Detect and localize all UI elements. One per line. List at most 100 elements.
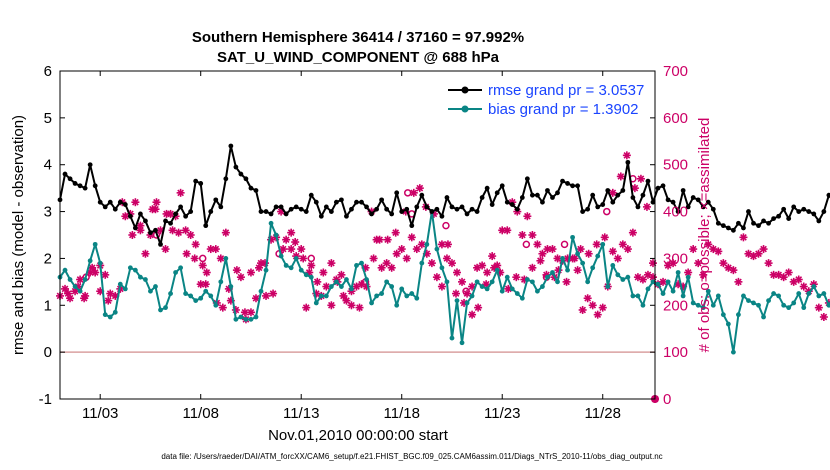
obs-marker-stroke (313, 278, 321, 286)
bias-point (223, 256, 229, 261)
bias-point (243, 316, 249, 322)
y-axis-left: -1 0 1 2 3 4 5 6 (39, 63, 65, 408)
bias-point (640, 302, 646, 308)
rmse-point (806, 209, 812, 214)
obs-count-marker (734, 277, 743, 286)
obs-marker-stroke (428, 259, 436, 267)
y-tick-label: 2 (44, 250, 52, 267)
rmse-point (670, 199, 676, 205)
bias-point (308, 274, 314, 280)
bias-point (248, 316, 254, 322)
obs-count-marker (377, 263, 386, 272)
obs-marker-stroke (393, 250, 401, 258)
obs-count-marker (186, 231, 195, 239)
obs-marker-stroke (699, 271, 707, 279)
rmse-point (223, 176, 229, 182)
obs-count-marker (337, 270, 346, 279)
obs-count-marker (76, 275, 85, 284)
y-axis-right: 0 100 200 300 400 500 600 700 (650, 63, 688, 408)
bias-point (746, 298, 751, 303)
obs-marker-stroke (163, 210, 170, 218)
rmse-point (188, 209, 194, 214)
obs-marker-stroke (534, 241, 541, 248)
rmse-point (474, 209, 480, 214)
obs-count-markers (56, 151, 830, 403)
bias-point (374, 293, 379, 299)
rmse-point (560, 178, 565, 184)
rmse-point (811, 211, 817, 217)
y-axis-label-right: # of obs: o=possible; ×=assimilated (696, 118, 713, 353)
legend: rmse grand pr = 3.0537 bias grand pr = 1… (448, 82, 644, 118)
bias-point (801, 305, 807, 311)
rmse-point (359, 199, 364, 205)
rmse-point (117, 199, 123, 205)
y-tick-label-right: 700 (663, 63, 688, 80)
obs-assimilated-marker (136, 226, 145, 235)
rmse-point (107, 199, 113, 205)
obs-assimilated-marker (474, 303, 483, 312)
obs-assimilated-marker (468, 310, 477, 319)
obs-count-marker (729, 266, 738, 275)
y-tick-label-right: 400 (663, 204, 688, 221)
obs-assimilated-marker (636, 174, 645, 183)
bias-point (781, 302, 787, 308)
rmse-point (434, 206, 440, 212)
obs-marker-stroke (282, 236, 290, 244)
rmse-point (102, 204, 108, 210)
obs-count-marker (628, 228, 637, 237)
obs-count-marker (669, 259, 678, 268)
bias-point (519, 295, 525, 301)
obs-marker-stroke (444, 241, 452, 248)
bias-point (821, 291, 827, 296)
bias-point (675, 270, 681, 275)
obs-marker-stroke (217, 255, 225, 262)
rmse-point (263, 209, 269, 214)
bias-point (328, 284, 334, 289)
rmse-point (278, 204, 284, 210)
obs-count-marker (588, 301, 597, 310)
bias-point (92, 241, 98, 247)
obs-possible-marker (404, 189, 412, 197)
obs-marker-stroke (247, 269, 255, 276)
rmse-point (248, 185, 254, 191)
obs-marker-stroke (287, 245, 295, 253)
obs-count-marker (432, 273, 441, 282)
obs-marker-stroke (241, 308, 249, 316)
bias-point (771, 291, 776, 296)
bias-point (816, 293, 822, 299)
bias-point (625, 274, 631, 280)
rmse-point (439, 213, 445, 219)
rmse-point (183, 213, 189, 219)
obs-marker-stroke (132, 198, 139, 206)
obs-count-marker (327, 301, 336, 310)
obs-count-marker (699, 270, 708, 279)
rmse-point (625, 159, 631, 165)
obs-assimilated-marker (347, 301, 356, 310)
obs-assimilated-marker (622, 151, 631, 160)
obs-count-marker (488, 252, 497, 261)
obs-count-marker (739, 233, 748, 242)
bias-point (806, 291, 812, 296)
obs-marker-stroke (529, 264, 536, 272)
obs-marker-stroke (187, 231, 195, 239)
obs-marker-stroke (219, 304, 227, 311)
rmse-point (484, 185, 490, 191)
bias-point (228, 284, 234, 289)
bias-point (323, 293, 329, 299)
rmse-point (318, 213, 324, 219)
bias-point (183, 291, 189, 296)
rmse-point (504, 199, 510, 205)
y-tick-label: -1 (39, 391, 52, 408)
obs-marker-stroke (609, 248, 617, 255)
y-tick-label: 3 (44, 204, 52, 221)
obs-marker-stroke (101, 271, 109, 279)
bias-point (695, 302, 701, 308)
obs-marker-stroke (443, 255, 451, 262)
obs-assimilated-marker (182, 249, 191, 258)
obs-count-marker (221, 228, 230, 237)
obs-marker-stroke (490, 264, 498, 272)
obs-count-marker (161, 245, 170, 254)
rmse-point (715, 220, 721, 226)
obs-possible-marker (603, 207, 611, 216)
legend-bias-label: bias grand pr = 1.3902 (488, 101, 639, 118)
